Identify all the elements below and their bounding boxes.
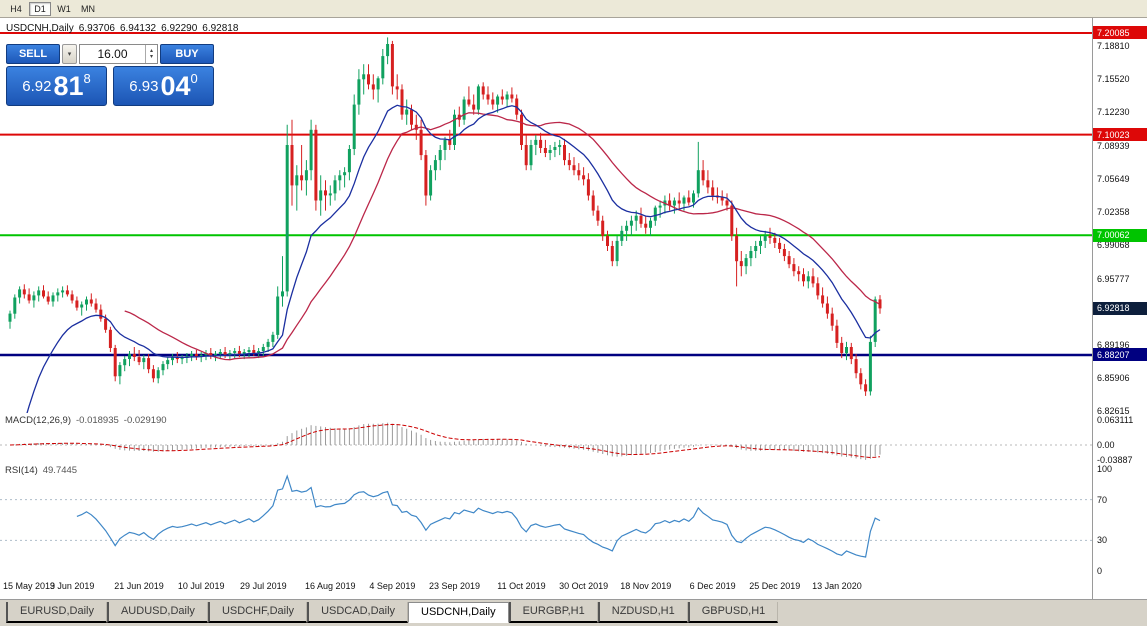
tab-nzdusd-h1[interactable]: NZDUSD,H1 <box>597 602 688 623</box>
level-price-badge: 6.88207 <box>1093 348 1147 362</box>
bid-big-figure: 6.92 <box>22 77 52 95</box>
tab-gbpusd-h1[interactable]: GBPUSD,H1 <box>687 602 779 623</box>
tab-usdchf-daily[interactable]: USDCHF,Daily <box>207 602 308 623</box>
date-label: 4 Sep 2019 <box>369 581 416 591</box>
macd-axis-label: 0.00 <box>1097 440 1115 450</box>
timeframe-w1-button[interactable]: W1 <box>53 2 75 16</box>
date-label: 29 Jul 2019 <box>240 581 287 591</box>
timeframe-d1-button[interactable]: D1 <box>29 1 51 16</box>
tab-audusd-daily[interactable]: AUDUSD,Daily <box>106 602 208 623</box>
macd-name: MACD(12,26,9) <box>5 415 71 426</box>
candlestick-chart-svg[interactable] <box>0 18 1092 413</box>
chevron-down-icon: ▾ <box>67 51 72 58</box>
tab-eurgbp-h1[interactable]: EURGBP,H1 <box>508 602 598 623</box>
ohlc-high: 6.94132 <box>119 23 157 34</box>
volume-value: 16.00 <box>97 47 128 61</box>
date-label: 30 Oct 2019 <box>559 581 609 591</box>
bid-pips: 81 <box>53 70 84 101</box>
ohlc-close: 6.92818 <box>202 23 239 34</box>
spin-down-icon[interactable]: ▾ <box>149 54 153 60</box>
rsi-value: 49.7445 <box>42 465 78 476</box>
macd-value: -0.018935 <box>76 415 119 426</box>
date-label: 25 Dec 2019 <box>749 581 801 591</box>
chart-ohlc-title: USDCNH,Daily 6.93706 6.94132 6.92290 6.92818 <box>6 23 243 34</box>
price-axis[interactable]: 7.18810 7.15520 7.12230 7.08939 7.05649 7.023… <box>1092 18 1147 599</box>
date-label: 23 Sep 2019 <box>429 581 481 591</box>
rsi-axis-label: 0 <box>1097 566 1103 576</box>
price-tick: 7.18810 <box>1097 40 1130 51</box>
macd-axis-label: -0.03887 <box>1097 455 1133 466</box>
price-tick: 7.05649 <box>1097 173 1130 184</box>
date-label: 6 Dec 2019 <box>689 581 736 591</box>
rsi-indicator-pane[interactable]: RSI(14) 49.7445 <box>0 463 1092 577</box>
one-click-trading-panel: SELL ▾ 16.00 ▴ ▾ BUY 6.92 81 8 6.93 04 0 <box>6 44 214 106</box>
macd-axis-label: 0.063111 <box>1097 415 1134 426</box>
date-label: 13 Jan 2020 <box>812 581 862 591</box>
price-tick: 6.89196 <box>1097 339 1130 350</box>
bid-price-button[interactable]: 6.92 81 8 <box>6 66 107 106</box>
date-label: 21 Jun 2019 <box>114 581 164 591</box>
macd-label: MACD(12,26,9) -0.018935 -0.029190 <box>5 415 167 426</box>
tab-eurusd-daily[interactable]: EURUSD,Daily <box>6 602 107 623</box>
level-price-badge: 7.10023 <box>1093 128 1147 142</box>
volume-input[interactable]: 16.00 ▴ ▾ <box>79 44 158 64</box>
date-label: 18 Nov 2019 <box>620 581 672 591</box>
bid-point: 8 <box>83 71 91 86</box>
volume-dropdown-button[interactable]: ▾ <box>62 44 77 64</box>
ask-price-button[interactable]: 6.93 04 0 <box>113 66 214 106</box>
ohlc-low: 6.92290 <box>161 23 198 34</box>
price-tick: 7.15520 <box>1097 74 1130 85</box>
timeframe-mn-button[interactable]: MN <box>77 2 99 16</box>
tab-usdcad-daily[interactable]: USDCAD,Daily <box>307 602 409 623</box>
price-tick: 7.02358 <box>1097 207 1130 218</box>
spin-up-icon[interactable]: ▴ <box>149 48 153 54</box>
macd-signal-value: -0.029190 <box>123 415 167 426</box>
current-price-badge: 6.92818 <box>1093 301 1147 315</box>
sell-button[interactable]: SELL <box>6 44 60 64</box>
rsi-axis-label: 70 <box>1097 494 1108 505</box>
date-label: 16 Aug 2019 <box>304 581 356 591</box>
price-chart-pane[interactable]: USDCNH,Daily 6.93706 6.94132 6.92290 6.92818… <box>0 18 1092 413</box>
macd-indicator-pane[interactable]: MACD(12,26,9) -0.018935 -0.029190 <box>0 413 1092 463</box>
date-label: 10 Jul 2019 <box>177 581 225 591</box>
timeframe-toolbar: H4 D1 W1 MN <box>0 0 1147 18</box>
date-label: 11 Oct 2019 <box>497 581 546 591</box>
buy-button[interactable]: BUY <box>160 44 214 64</box>
ohlc-open: 6.93706 <box>78 23 115 34</box>
date-label: 3 Jun 2019 <box>49 581 95 591</box>
price-tick: 6.99068 <box>1097 240 1130 251</box>
rsi-chart-svg[interactable] <box>0 463 1092 577</box>
tab-usdcnh-daily[interactable]: USDCNH,Daily <box>408 602 509 623</box>
price-tick: 6.82615 <box>1097 406 1130 417</box>
rsi-axis-label: 100 <box>1097 464 1113 474</box>
macd-chart-svg[interactable] <box>0 413 1092 463</box>
ask-point: 0 <box>190 71 198 86</box>
level-price-badge: 7.20085 <box>1093 26 1147 40</box>
date-label: 15 May 2019 <box>3 581 56 591</box>
ask-pips: 04 <box>160 70 191 101</box>
time-axis[interactable]: 15 May 2019 3 Jun 2019 21 Jun 2019 10 Jul 2… <box>0 577 1092 599</box>
chart-tabs-bar: EURUSD,Daily AUDUSD,Daily USDCHF,Daily U… <box>0 599 1147 626</box>
rsi-label: RSI(14) 49.7445 <box>5 465 77 476</box>
price-tick: 7.12230 <box>1097 107 1130 118</box>
ask-big-figure: 6.93 <box>129 77 159 95</box>
price-tick: 6.85906 <box>1097 373 1130 384</box>
level-price-badge: 7.00062 <box>1093 228 1147 242</box>
rsi-axis-label: 30 <box>1097 535 1108 546</box>
volume-stepper[interactable]: ▴ ▾ <box>145 45 157 63</box>
timeframe-h4-button[interactable]: H4 <box>5 2 27 16</box>
price-tick: 7.08939 <box>1097 140 1130 151</box>
rsi-name: RSI(14) <box>5 465 38 476</box>
price-tick: 6.95777 <box>1097 273 1130 284</box>
chart-symbol-label: USDCNH,Daily <box>6 23 74 34</box>
